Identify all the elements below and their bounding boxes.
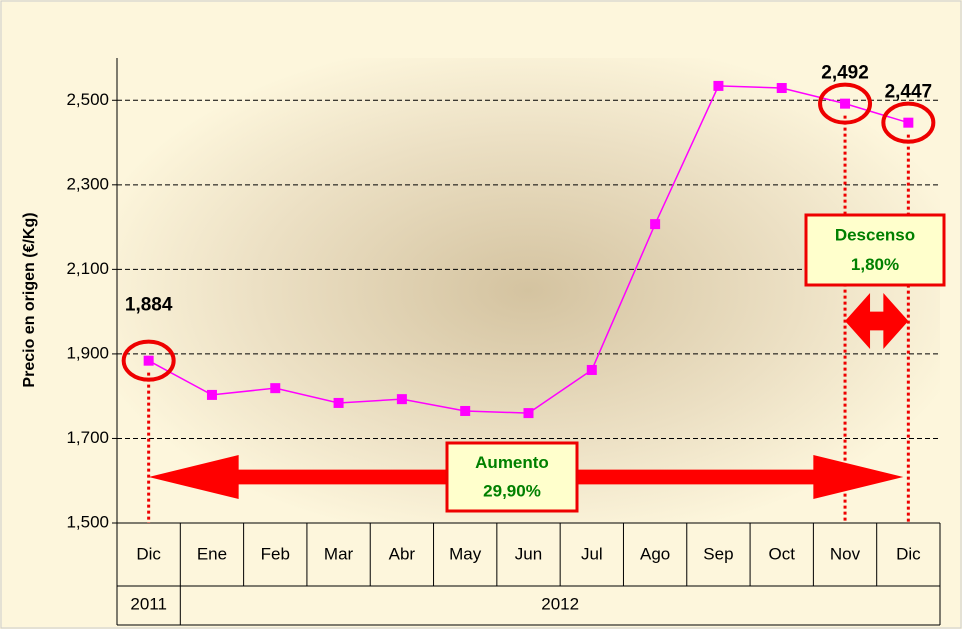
x-tick-label: Mar [324, 544, 354, 563]
decrease-arrow [845, 293, 909, 349]
y-tick-label: 1,500 [66, 512, 109, 531]
x-tick-label: May [449, 544, 482, 563]
marker [333, 397, 344, 408]
y-axis-title: Precio en origen (€/Kg) [21, 212, 38, 387]
marker [396, 394, 407, 405]
annotation-box [445, 441, 579, 513]
x-tick-label: Ene [197, 544, 227, 563]
marker [586, 364, 597, 375]
value-label: 2,447 [885, 82, 933, 103]
y-tick-label: 1,900 [66, 343, 109, 362]
x-tick-label: Feb [261, 544, 290, 563]
x-group-label: 2012 [541, 594, 579, 613]
x-tick-label: Dic [896, 544, 921, 563]
y-tick-label: 2,500 [66, 90, 109, 109]
x-tick-label: Jun [515, 544, 542, 563]
value-label: 1,884 [125, 295, 173, 316]
marker [460, 405, 471, 416]
annotation-box [804, 213, 946, 287]
marker [206, 389, 217, 400]
x-tick-label: Sep [703, 544, 733, 563]
x-tick-label: Jul [581, 544, 603, 563]
y-tick-label: 2,100 [66, 259, 109, 278]
y-tick-label: 2,300 [66, 174, 109, 193]
x-tick-label: Abr [389, 544, 416, 563]
highlight-circle [881, 101, 936, 144]
annotation-text: 1,80% [851, 255, 899, 274]
annotation-title: Aumento [475, 453, 549, 472]
marker [270, 383, 281, 394]
annotation-text: 29,90% [483, 481, 541, 500]
marker [143, 355, 154, 366]
highlight-circle [818, 82, 873, 125]
x-tick-label: Ago [640, 544, 670, 563]
x-tick-label: Nov [830, 544, 861, 563]
marker [650, 219, 661, 230]
highlight-circle [121, 339, 176, 382]
marker [903, 117, 914, 128]
y-tick-label: 1,700 [66, 428, 109, 447]
x-tick-label: Oct [769, 544, 796, 563]
annotation-title: Descenso [835, 225, 915, 244]
x-tick-label: Dic [136, 544, 161, 563]
x-group-label: 2011 [130, 594, 167, 613]
marker [776, 83, 787, 94]
marker [840, 98, 851, 109]
marker [523, 408, 534, 419]
value-label: 2,492 [821, 63, 869, 84]
marker [713, 80, 724, 91]
